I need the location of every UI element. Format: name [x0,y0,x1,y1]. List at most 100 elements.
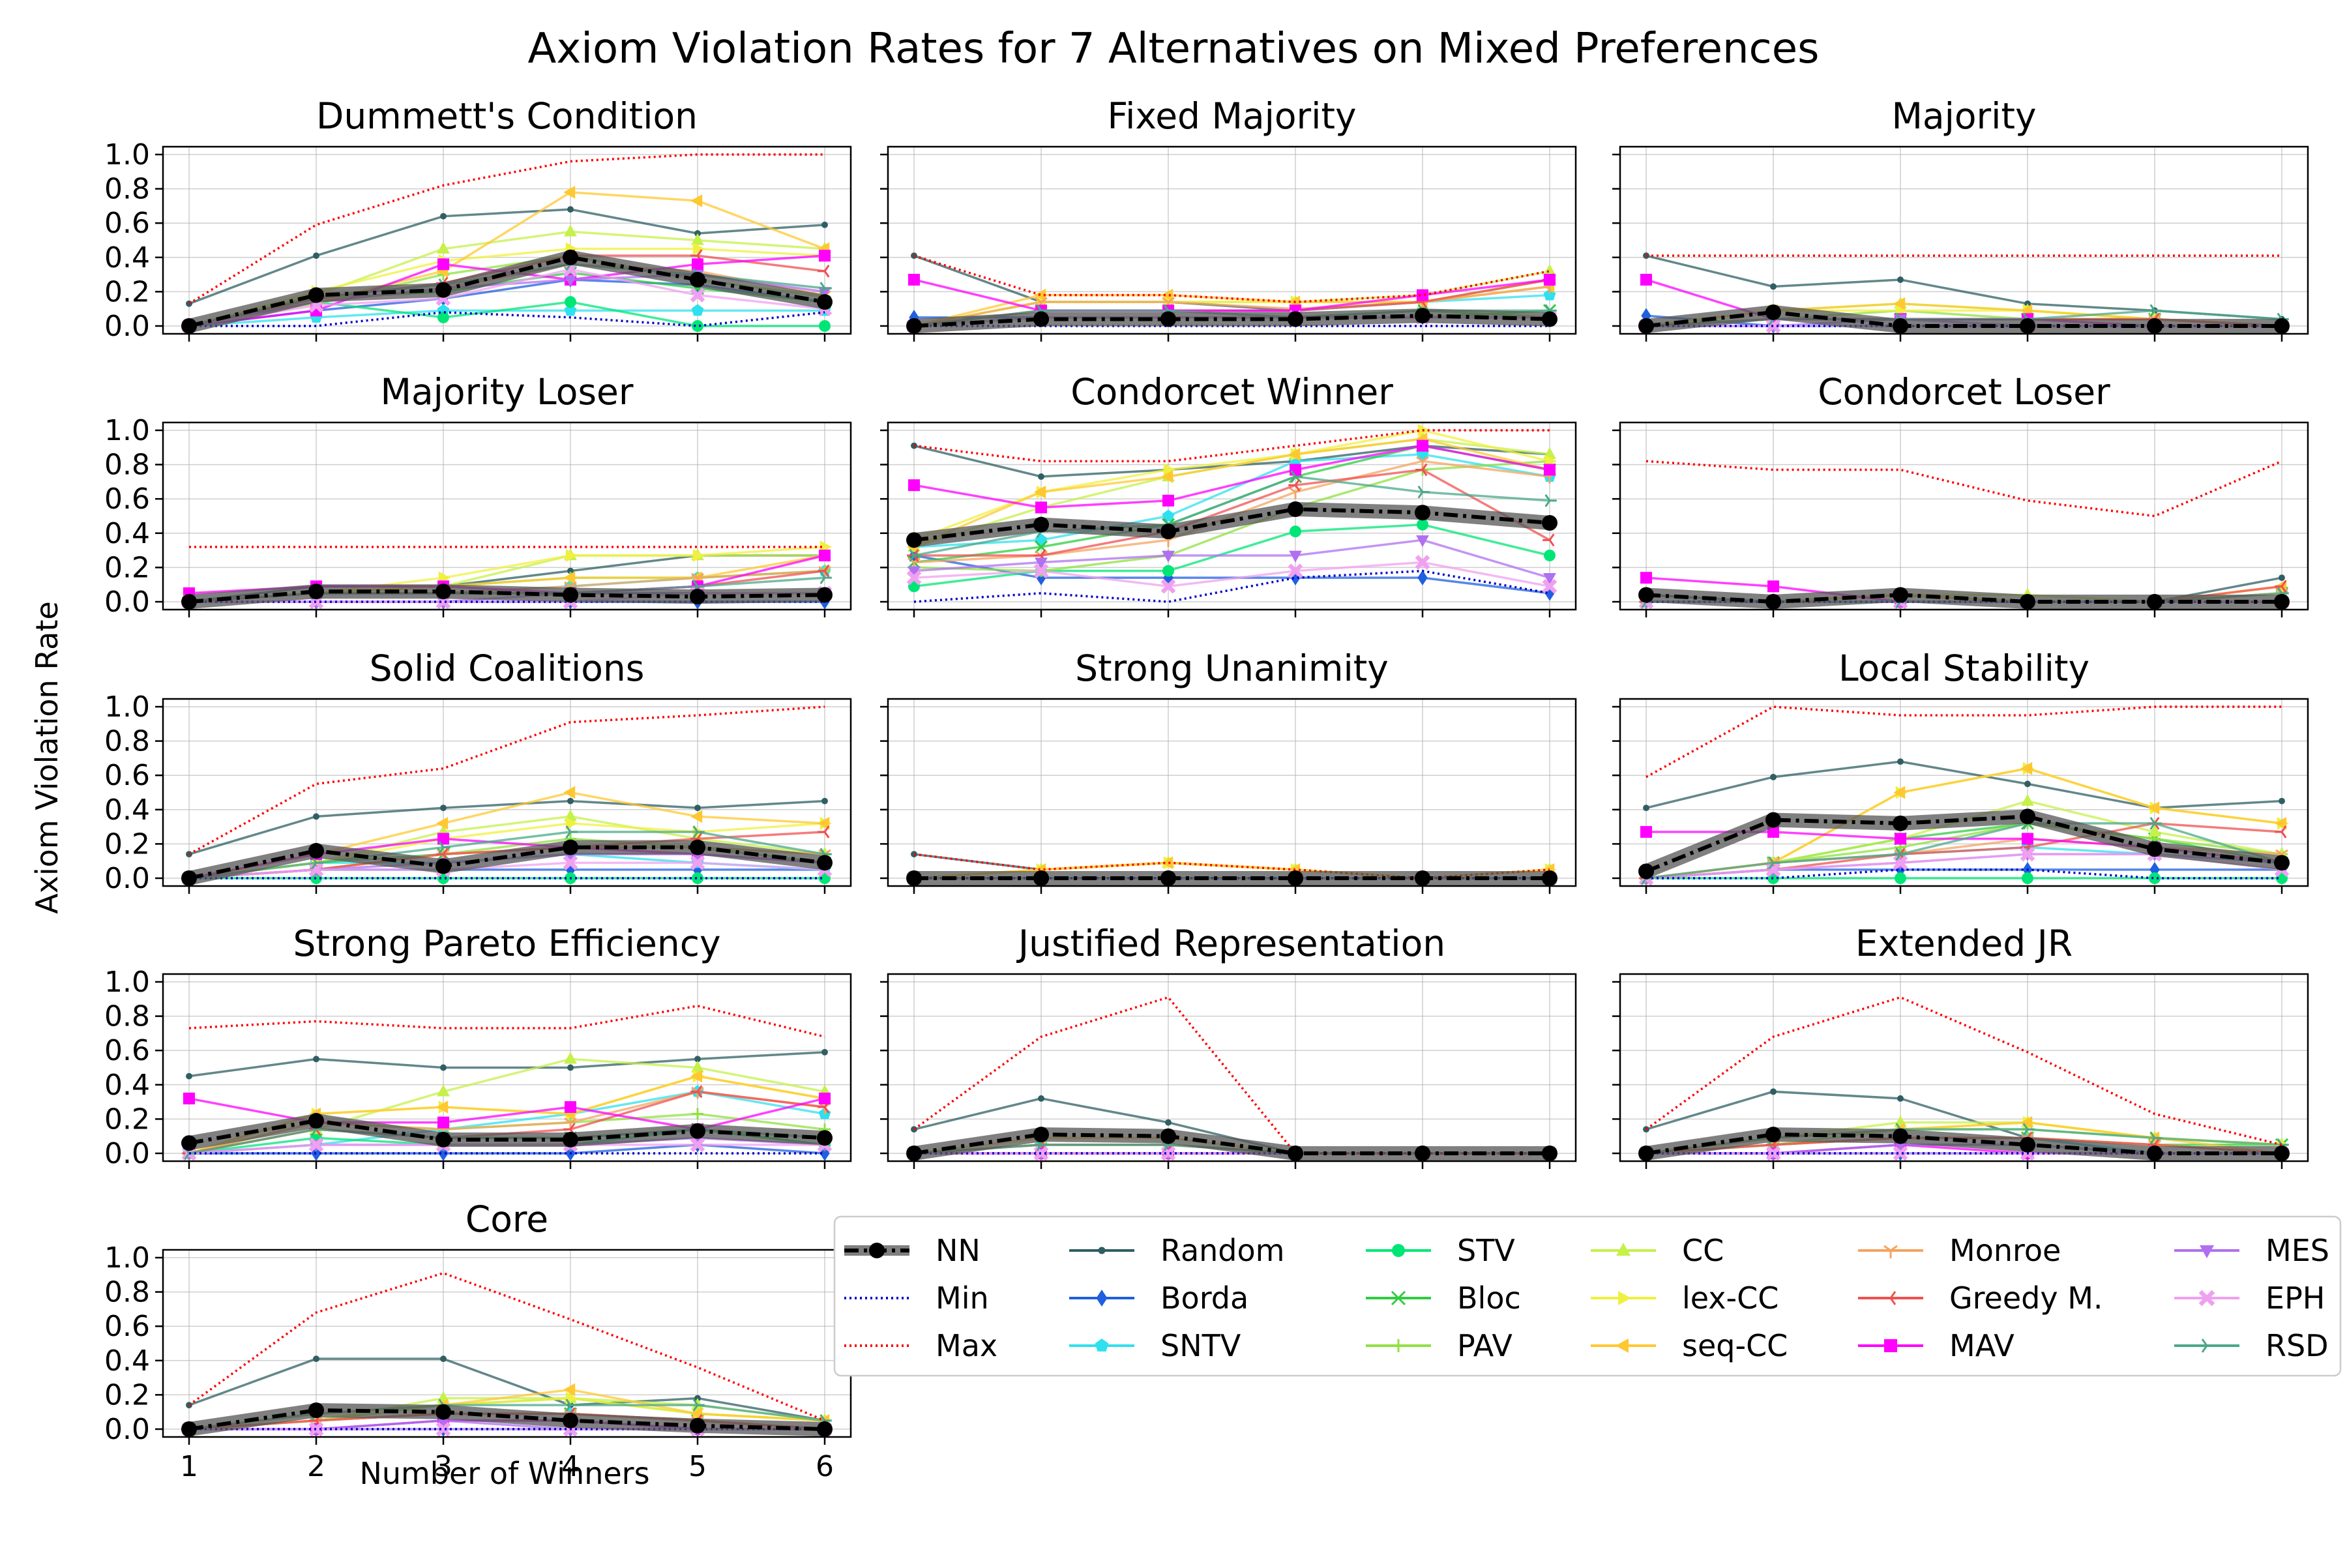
point-rsd [692,825,705,838]
point-seq-cc [1034,485,1046,499]
series-eph-line [188,861,825,880]
point-nn [2147,1146,2162,1161]
series-nn-line [188,1408,825,1431]
point-random [186,1072,192,1080]
point-nn [817,1130,833,1146]
series-max-line [913,853,1550,880]
point-seq-cc [436,1101,449,1114]
point-mes [1289,550,1302,563]
point-nn [1765,1127,1781,1143]
panel-extended-jr: Extended JR [1612,923,2309,1169]
point-nn [1288,501,1303,517]
point-borda [1417,570,1428,585]
point-nn [1638,1146,1654,1161]
y-tick-label: 0.6 [104,207,150,240]
point-nn [1288,1146,1303,1161]
y-tick-label: 0.0 [104,1413,150,1446]
series-eph-line [188,268,825,327]
series-min-line [1646,868,2282,880]
panel-title: Core [465,1198,548,1240]
point-random [821,221,828,228]
legend-entry-lex-cc: lex-CC [1591,1280,1779,1316]
series-max [1646,460,2282,518]
legend-entry-monroe: Monroe [1858,1233,2061,1268]
series-nn [1638,587,2290,610]
point-cc [2021,793,2034,806]
point-nn [1288,870,1303,886]
series-mav [908,439,1556,514]
y-tick-label: 0.4 [104,793,150,827]
point-random [567,567,574,574]
point-random [567,1064,574,1071]
series-stv-line [913,523,1550,588]
point-nn [2020,1136,2035,1153]
point-nn [181,1421,197,1437]
point-nn [2147,841,2162,857]
point-seq-cc [690,194,703,207]
point-stv [2022,872,2033,884]
point-eph [690,855,705,870]
series-min-line [189,311,825,327]
point-mav [183,1092,195,1104]
series-random-line [188,208,825,305]
axes-frame [162,1249,852,1438]
point-mav [908,479,920,492]
point-mav [1640,825,1652,838]
point-nn [1415,308,1430,324]
y-tick-label: 0.8 [104,1276,150,1309]
point-greedy-m [1543,533,1555,547]
point-eph [308,1137,324,1153]
x-tick-label: 3 [434,1450,452,1483]
series-stv [1640,872,2288,884]
series-nn-line [188,845,825,880]
point-nn [690,589,705,605]
series-random-line [188,1051,825,1078]
panel-solid-coalitions: 0.00.20.40.60.81.0 Solid Coalitions [104,647,852,895]
axes-frame [887,421,1577,611]
x-tick-label: 6 [816,1450,834,1483]
series-random [186,797,828,858]
point-cc [691,1060,704,1072]
series-nn-line [913,1132,1550,1155]
point-random [440,213,447,220]
point-rsd [819,571,832,585]
legend-entry-rsd: RSD [2174,1328,2329,1363]
y-tick-label: 0.4 [104,517,150,550]
legend-label: seq-CC [1682,1328,1788,1363]
point-mav [437,1116,449,1129]
point-random [1770,1088,1777,1095]
point-nn [690,1417,705,1434]
point-random [440,805,447,812]
point-nn [563,587,578,603]
axes-frame [1619,421,2309,611]
point-nn [435,584,451,600]
point-random [1038,1095,1044,1102]
legend-entry-borda: Borda [1069,1280,1248,1316]
series-seq-cc-line [913,437,1550,548]
y-tick-label: 0.0 [104,310,150,343]
legend-marker [1883,1291,1897,1305]
point-greedy-m [818,264,830,278]
point-random [440,1064,447,1071]
series-nn [1638,808,2290,880]
point-nn [181,870,197,886]
series-nn-line [1646,593,2282,604]
point-cc [2148,825,2161,837]
legend-marker [1098,1247,1106,1254]
point-nn [435,858,451,874]
series-nn [181,1402,833,1437]
legend-label: Monroe [1949,1233,2061,1268]
point-sntv [1162,509,1175,522]
series-max [1645,996,2282,1146]
point-stv [1162,565,1174,577]
series-rsd-line [188,831,825,880]
point-mav [1640,572,1652,584]
point-nn [1542,1146,1557,1161]
series-nn-line [188,589,825,604]
series-rsd-line [913,475,1550,557]
series-nn-line [188,1118,825,1146]
point-nn [308,1113,324,1129]
legend-label: Random [1160,1233,1284,1268]
point-mes [564,274,577,287]
legend-marker [2198,1290,2215,1307]
